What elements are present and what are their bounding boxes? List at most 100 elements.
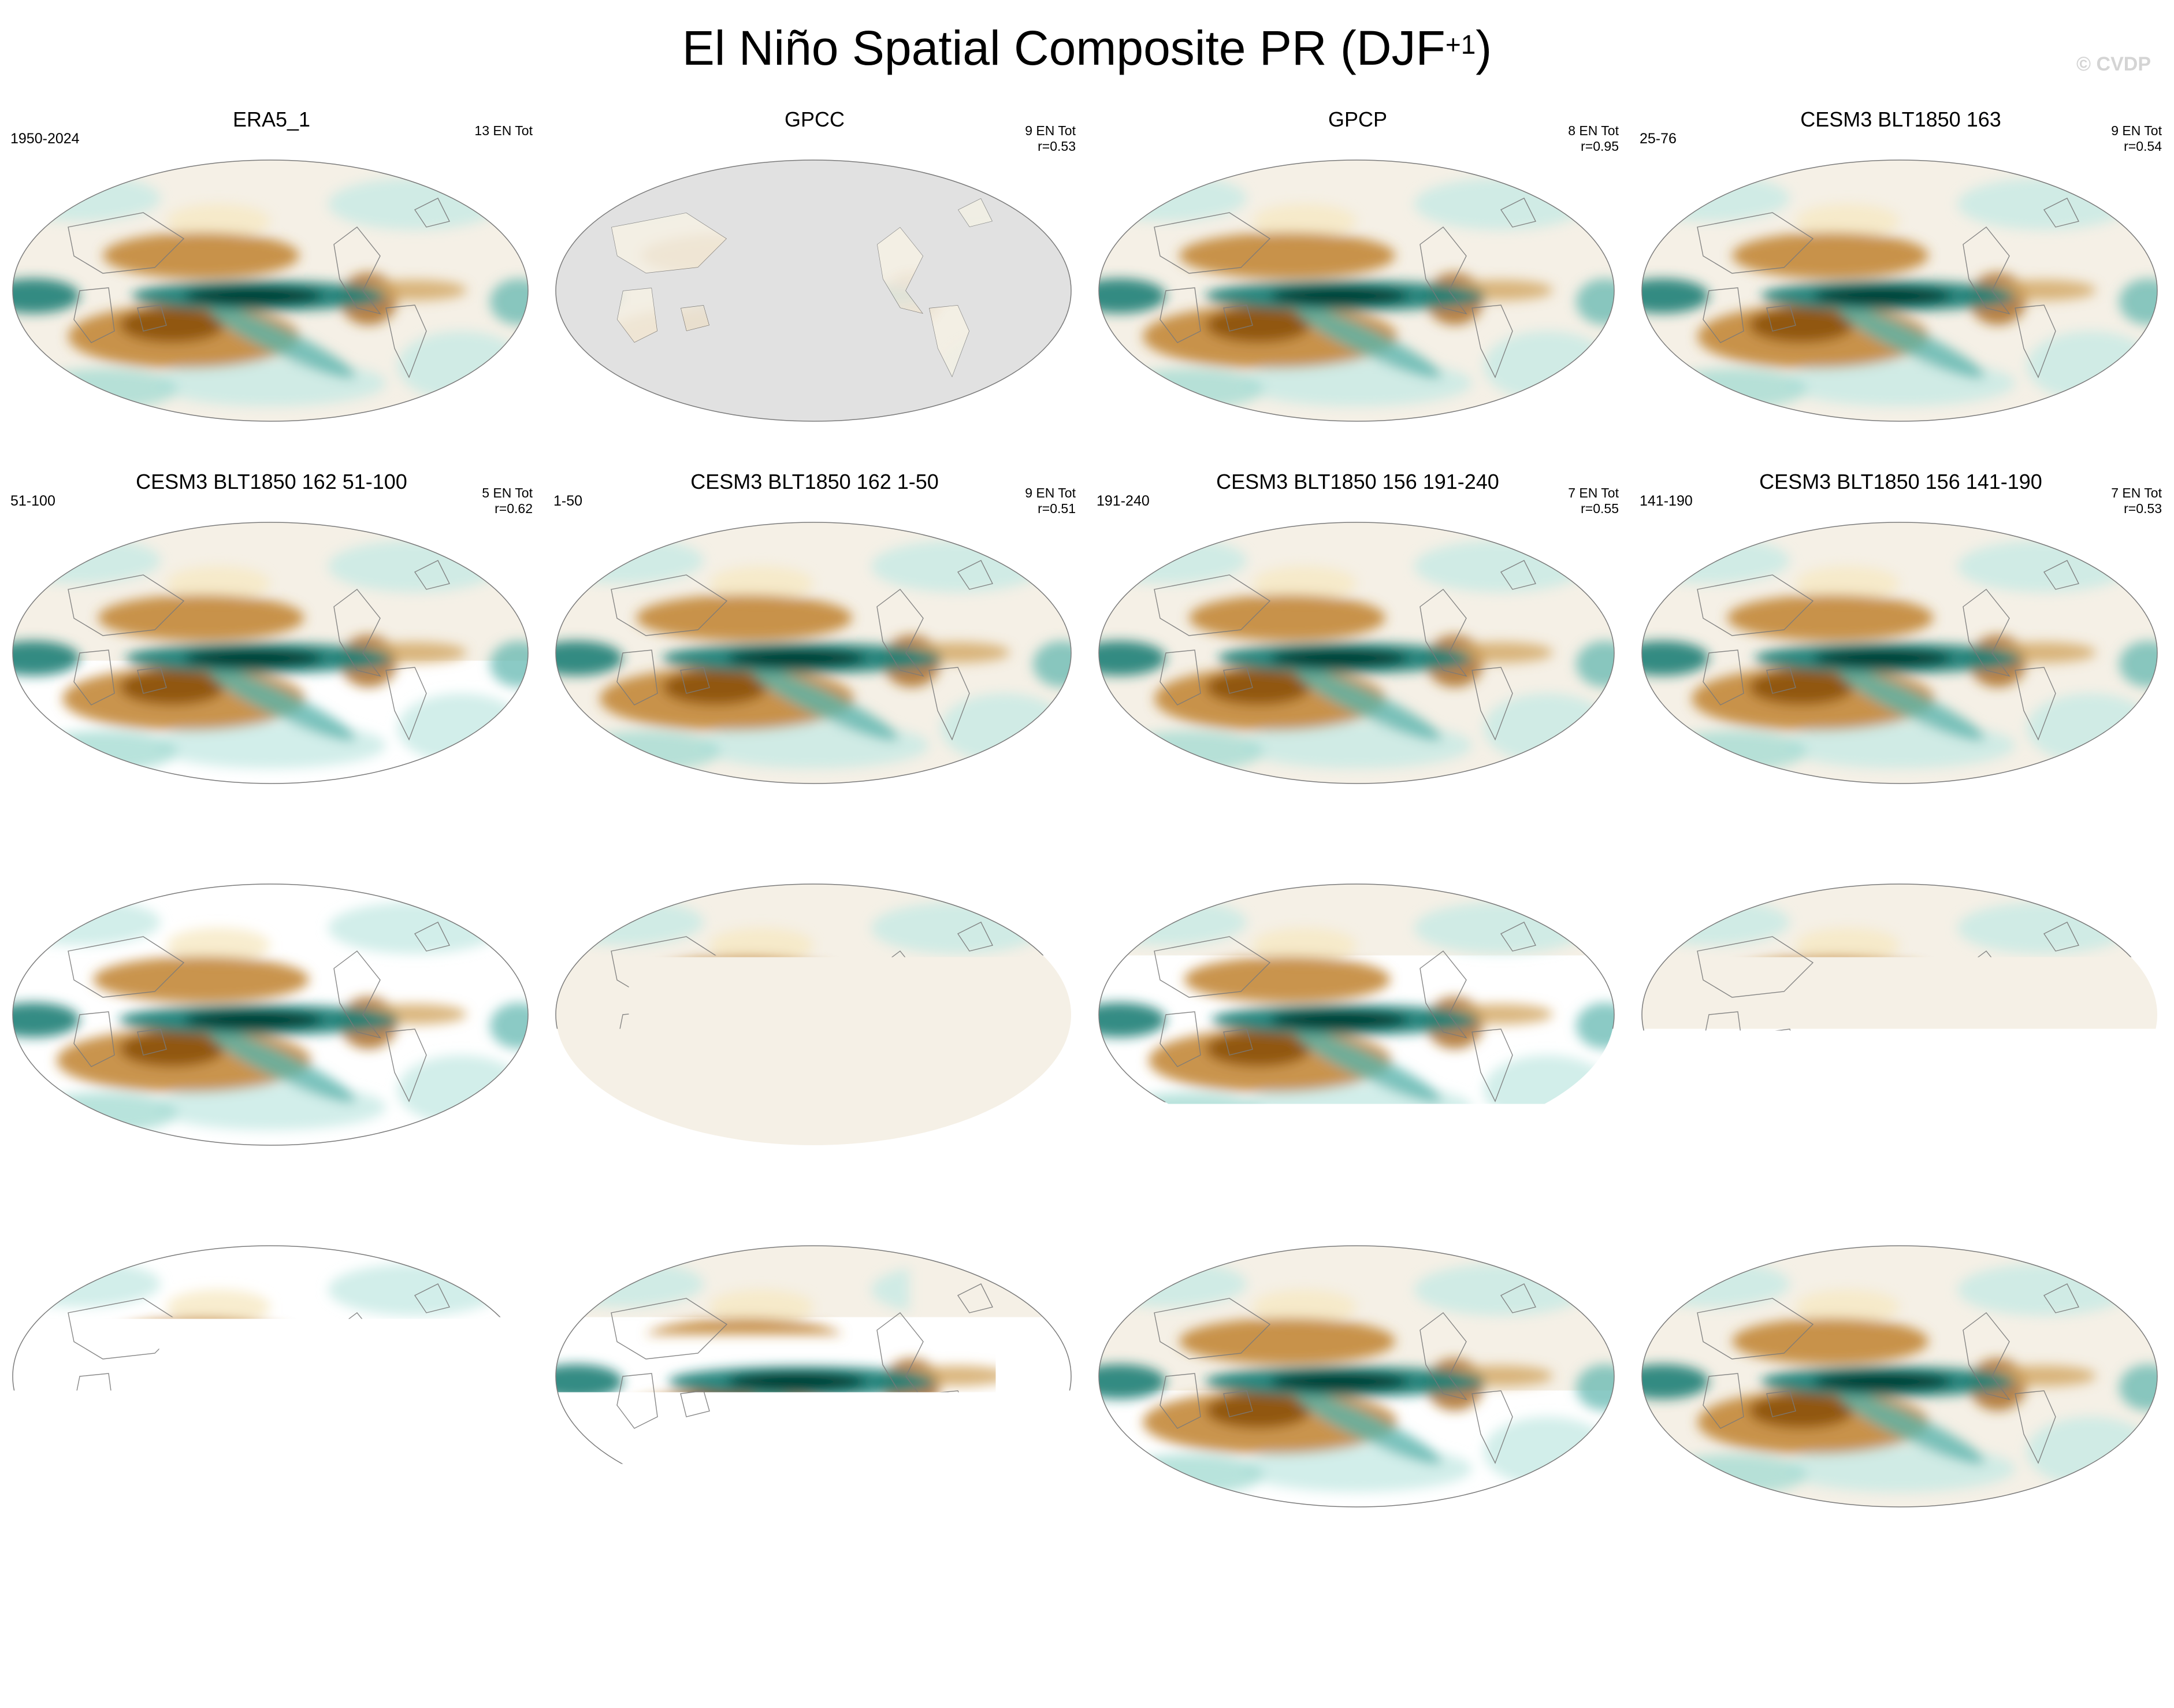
panel-title: CESM3 BLT1850 156 91-140 (0, 831, 543, 856)
panel-pattern-corr: r=0.95 (1568, 139, 1619, 154)
panel-period: 25-76 (1640, 130, 1677, 147)
colorbar-tick-label: 0 (1047, 1611, 1128, 1651)
robinson-map (1097, 520, 1616, 786)
colorbar-swatch (947, 1577, 1017, 1610)
panel-en-count: 7 EN Tot (1568, 1209, 1619, 1224)
panel-en-count: 7 EN Tot (1568, 847, 1619, 863)
colorbar-tick-label: 2 (1466, 1611, 1547, 1651)
panel-pattern-corr: r=0.62 (482, 501, 533, 517)
panel-stats: 9 EN Tot r=0.54 (2111, 123, 2162, 154)
panel-period: 1-50 (553, 492, 582, 510)
map-panel: CESM3 BLT1850 162 1-50 1-50 9 EN Tot r=0.51 (543, 469, 1086, 839)
map-field (10, 1243, 530, 1509)
panel-title: GPCP (1086, 107, 1629, 132)
colorbar-swatch (1227, 1577, 1297, 1610)
colorbar-swatch (808, 1577, 878, 1610)
title-text: El Niño Spatial Composite PR (DJF (682, 21, 1445, 75)
panel-title: CESM3 BLT1850 121 101-150 (1086, 831, 1629, 856)
map-panel: GPCC 9 EN Tot r=0.53 (543, 107, 1086, 477)
map-field (553, 1243, 1073, 1509)
panel-title: CESM3 BLT1850 163 (1629, 107, 2172, 132)
panel-stats: 7 EN Tot r=0.53 (2111, 485, 2162, 517)
panel-stats: 8 EN Tot r=0.95 (1568, 123, 1619, 154)
map-panel: CESM3 BLT1850 121 151-200 151-200 9 EN Tot… (543, 831, 1086, 1201)
panel-title: CESM3 BLT1850 156 141-190 (1629, 469, 2172, 495)
panel-title: CESM3 BLT1850 162 25-100 (1629, 831, 2172, 856)
map-panel: CESM2 piControl B 1350-1399 7 EN Tot r=0.80 (1086, 1193, 1629, 1562)
panel-pattern-corr: r=0.62 (1025, 863, 1076, 878)
robinson-map (1097, 882, 1616, 1148)
panel-stats: 7 EN Tot r=0.52 (482, 847, 533, 878)
robinson-map (10, 1243, 530, 1509)
robinson-map (553, 520, 1073, 786)
map-field (553, 158, 1073, 424)
colorbar-swatch (1437, 1577, 1507, 1610)
robinson-map (1097, 1243, 1616, 1509)
colorbar-swatch (738, 1577, 808, 1610)
panel-en-count: 7 EN Tot (1568, 485, 1619, 501)
robinson-map (10, 520, 530, 786)
map-field (553, 882, 1073, 1148)
panel-stats: 7 EN Tot r=0.62 (1568, 847, 1619, 878)
panel-pattern-corr: r=0.74 (2111, 1224, 2162, 1240)
robinson-map (1640, 1243, 2160, 1509)
panel-period: 101-150 (1097, 854, 1150, 871)
panel-period: 141-190 (1640, 492, 1693, 510)
colorbar-tick-label: -5 (418, 1611, 499, 1651)
colorbar-swatch (878, 1577, 947, 1610)
panel-pattern-corr: r=0.55 (474, 1224, 533, 1240)
map-field (553, 520, 1073, 786)
colorbar-swatch (1017, 1577, 1087, 1610)
panel-period: 191-240 (1097, 492, 1150, 510)
colorbar-tick-label: -4 (488, 1611, 568, 1651)
robinson-map (553, 882, 1073, 1148)
colorbar-swatch (1297, 1577, 1367, 1610)
panel-en-count: 8 EN Tot (1568, 123, 1619, 139)
colorbar-tick-label: .25 (1187, 1611, 1268, 1651)
colorbar-tick-label: 5 (1676, 1611, 1757, 1651)
colorbar-tick-label: -2 (627, 1611, 708, 1651)
map-panel: CESM3 BLT1850 163 25-76 9 EN Tot r=0.54 (1629, 107, 2172, 477)
colorbar-swatch (1647, 1577, 1716, 1610)
colorbar-units: mm/day (0, 1648, 2174, 1690)
robinson-map (553, 1243, 1073, 1509)
panel-pattern-corr: r=0.51 (1025, 501, 1076, 517)
colorbar-swatch (668, 1577, 738, 1610)
colorbar-tick-label: .5 (1257, 1611, 1337, 1651)
colorbar-swatch (1577, 1577, 1647, 1610)
colorbar-tick-label: .1 (1117, 1611, 1198, 1651)
map-panel: CESM3 BLT1850 162 51-100 51-100 5 EN Tot r=… (0, 469, 543, 839)
map-panel: CESM3 BLT1850 156 91-140 91-140 7 EN Tot r=… (0, 831, 543, 1201)
colorbar-swatch (1157, 1577, 1227, 1610)
panel-period: 151-200 (553, 854, 607, 871)
panel-stats: 9 EN Tot r=0.51 (1025, 485, 1076, 517)
panel-stats: 7 EN Tot r=0.80 (1568, 1209, 1619, 1240)
colorbar-swatch (1507, 1577, 1577, 1610)
map-panel: GPCP 8 EN Tot r=0.95 (1086, 107, 1629, 477)
robinson-map (10, 158, 530, 424)
panel-period: 1150-1199 (1640, 1216, 1707, 1233)
map-panel: CESM3 BLT1850 162 25-100 25-100 10 EN Tot r… (1629, 831, 2172, 1201)
panel-stats: 8 EN Tot r=0.74 (2111, 1209, 2162, 1240)
panel-title: CESM2 piControl C (543, 1193, 1086, 1218)
panel-period: 1550-1599 (553, 1216, 623, 1233)
colorbar-swatch (528, 1577, 598, 1610)
colorbar-tick-label: -.1 (977, 1611, 1058, 1651)
panel-en-count: 7 EN Tot (2111, 485, 2162, 501)
panel-title: CESM3 BLT1850 162 1-50 (543, 469, 1086, 495)
colorbar-swatch (1087, 1577, 1157, 1610)
panel-title: CESM3 BLT1850 156 80-240 (0, 1193, 543, 1218)
panel-pattern-corr: r=0.79 (1025, 1224, 1076, 1240)
robinson-map (553, 158, 1073, 424)
colorbar-tick-label: 1 (1396, 1611, 1477, 1651)
colorbar-tick-label: -.75 (767, 1611, 848, 1651)
panel-en-count: 7 EN Tot (1025, 1209, 1076, 1224)
map-field (1097, 520, 1616, 786)
map-panel: CESM3 BLT1850 156 141-190 141-190 7 EN Tot… (1629, 469, 2172, 839)
map-panel: CESM3 BLT1850 156 80-240 80-240 22 EN Tot r… (0, 1193, 543, 1562)
map-panel: CESM2 piControl A 1150-1199 8 EN Tot r=0.74 (1629, 1193, 2172, 1562)
panel-stats: 9 EN Tot r=0.53 (1025, 123, 1076, 154)
robinson-map (1640, 158, 2160, 424)
title-close: ) (1476, 21, 1492, 75)
map-panel: ERA5_1 1950-2024 13 EN Tot (0, 107, 543, 477)
